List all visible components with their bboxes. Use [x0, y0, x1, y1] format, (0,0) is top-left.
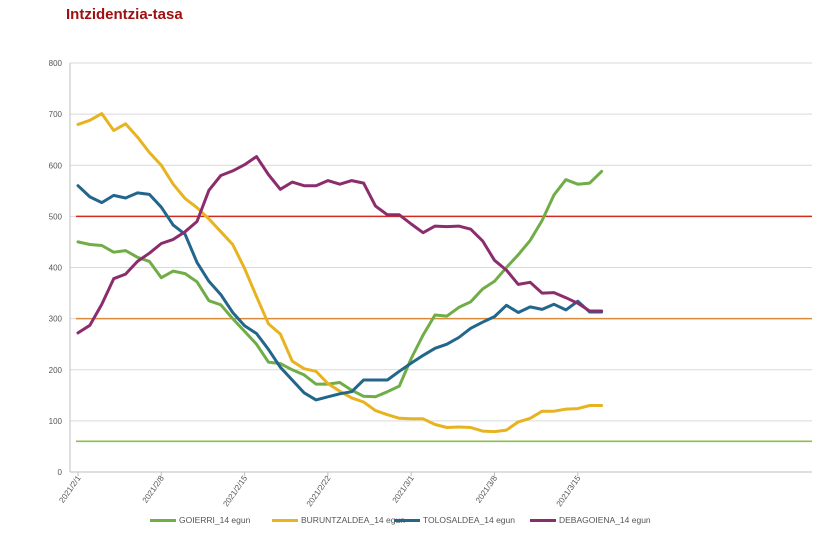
y-tick-label: 400 — [49, 264, 63, 273]
legend-swatch — [150, 518, 176, 522]
x-tick-label: 2021/2/15 — [221, 474, 249, 509]
y-tick-label: 100 — [49, 417, 63, 426]
x-tick-label: 2021/3/8 — [474, 474, 500, 505]
gridlines — [70, 62, 812, 422]
x-tick-label: 2021/3/1 — [391, 474, 417, 505]
legend-label: DEBAGOIENA_14 egun — [559, 515, 651, 525]
chart-title: Intzidentzia-tasa — [66, 6, 183, 23]
series-line — [76, 155, 604, 335]
x-tick-labels: 2021/2/1 2021/2/8 2021/2/15 2021/2/22 2021/3… — [57, 474, 582, 509]
reference-lines — [76, 215, 812, 443]
series-line — [76, 184, 604, 402]
axes — [69, 63, 812, 476]
y-tick-label: 200 — [49, 366, 63, 375]
legend-item: BURUNTZALDEA_14 egun — [272, 515, 405, 525]
series-line — [76, 112, 604, 434]
legend-swatch — [272, 518, 298, 522]
y-tick-label: 500 — [49, 212, 63, 221]
legend-item: DEBAGOIENA_14 egun — [530, 515, 651, 525]
y-tick-label: 300 — [49, 315, 63, 324]
x-tick-label: 2021/2/1 — [57, 474, 83, 505]
y-tick-label: 600 — [49, 161, 63, 170]
x-tick-label: 2021/2/22 — [305, 474, 333, 509]
legend-label: BURUNTZALDEA_14 egun — [301, 515, 405, 525]
legend-item: GOIERRI_14 egun — [150, 515, 250, 525]
series-line — [76, 169, 604, 399]
y-tick-label: 0 — [58, 468, 63, 477]
legend-swatch — [530, 518, 556, 522]
legend-swatch — [394, 518, 420, 522]
y-tick-label: 800 — [49, 59, 63, 68]
y-tick-labels: 0 100 200 300 400 500 600 700 800 — [49, 59, 63, 477]
x-tick-label: 2021/3/15 — [555, 474, 583, 509]
y-tick-label: 700 — [49, 110, 63, 119]
x-tick-label: 2021/2/8 — [141, 474, 167, 505]
legend-item: TOLOSALDEA_14 egun — [394, 515, 515, 525]
legend-label: GOIERRI_14 egun — [179, 515, 251, 525]
series-lines — [76, 112, 604, 434]
legend: GOIERRI_14 egun BURUNTZALDEA_14 egun TOLOS… — [0, 515, 827, 531]
legend-label: TOLOSALDEA_14 egun — [423, 515, 515, 525]
